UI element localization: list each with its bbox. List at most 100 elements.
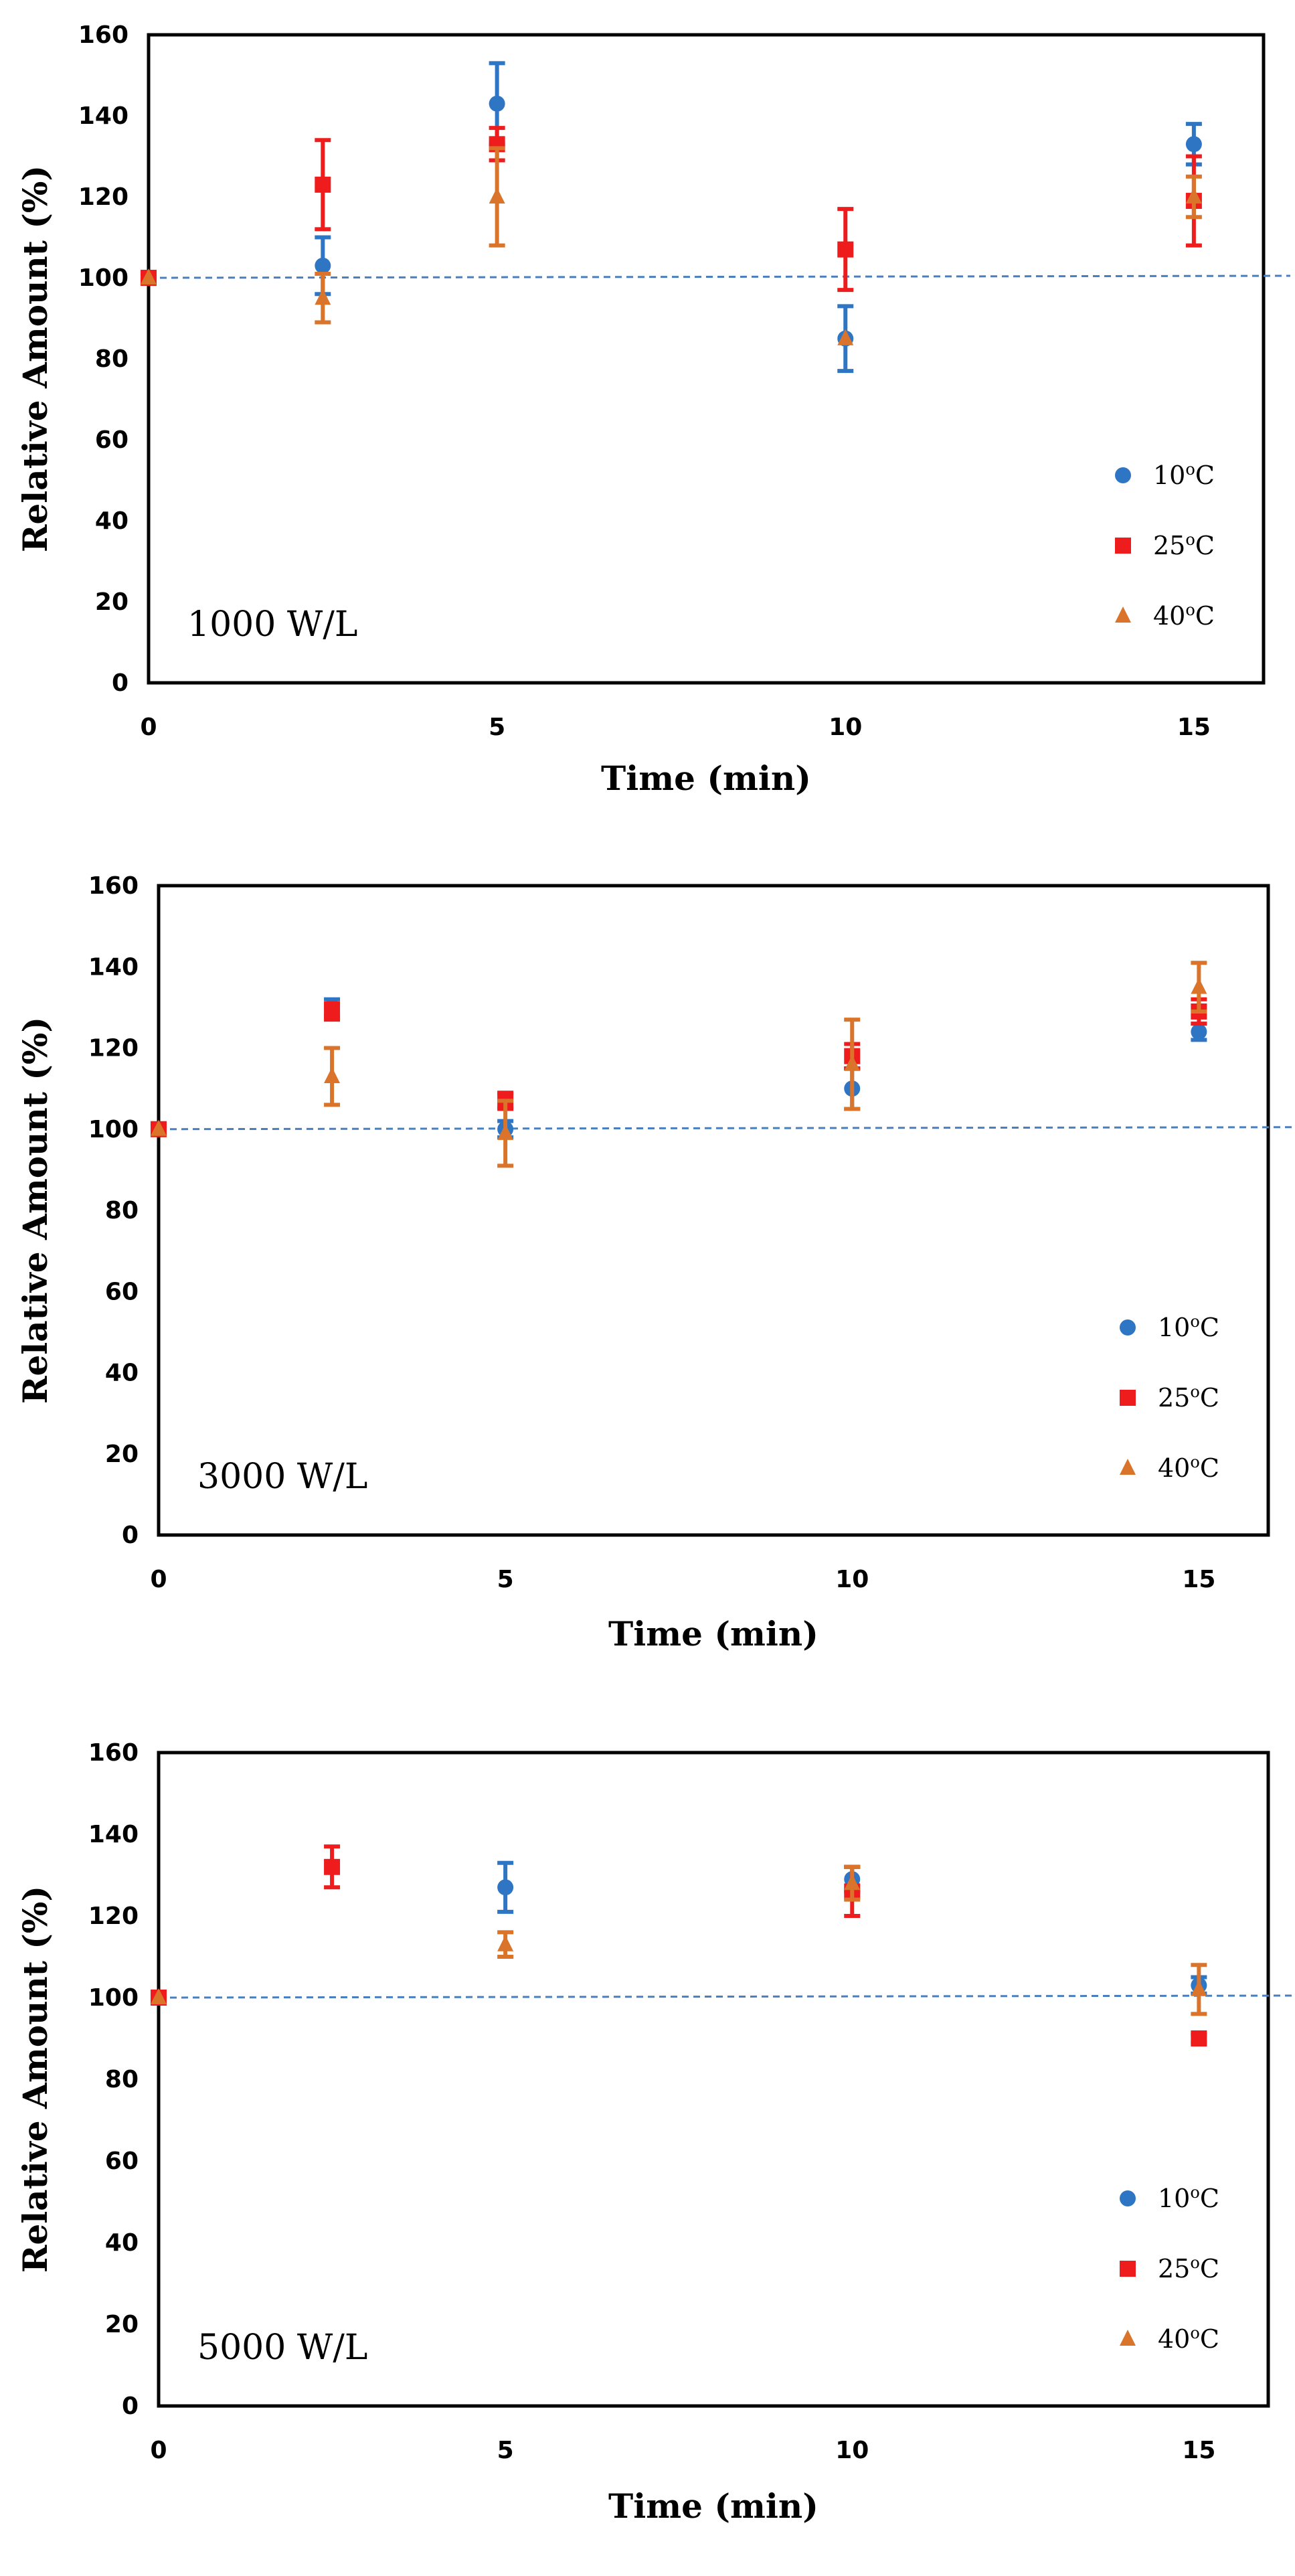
legend-marker <box>1115 538 1131 554</box>
y-tick-label: 40 <box>95 507 128 535</box>
data-point <box>141 268 157 285</box>
legend-marker <box>1120 1390 1136 1406</box>
data-point <box>151 1119 167 1136</box>
data-point <box>151 1988 167 2004</box>
legend-label: 25oC <box>1158 2253 1219 2283</box>
y-tick-label: 0 <box>122 2393 139 2420</box>
data-point <box>837 329 854 345</box>
data-point <box>1191 2030 1207 2046</box>
legend-marker <box>1115 467 1131 483</box>
reference-line <box>158 1126 1295 1131</box>
y-tick-label: 80 <box>95 345 128 373</box>
x-tick-label: 0 <box>140 714 157 741</box>
chart-panel-3: 0 20 40 60 80 100 120 140 160 0 5 10 15 Time (min) Rel… <box>0 1718 1295 2576</box>
y-tick-label: 20 <box>105 2311 139 2338</box>
y-tick-label: 80 <box>105 2066 139 2093</box>
x-tick-label: 5 <box>489 714 505 741</box>
y-tick-label: 20 <box>105 1441 139 1468</box>
y-tick-label: 0 <box>122 1522 139 1549</box>
x-axis-label: Time (min) <box>608 1614 818 1654</box>
y-tick-label: 100 <box>88 1116 139 1143</box>
x-tick-label: 15 <box>1182 1566 1215 1593</box>
data-point <box>844 1054 861 1071</box>
x-tick-label: 0 <box>150 2437 167 2464</box>
y-tick-label: 60 <box>105 2148 139 2175</box>
y-tick-label: 100 <box>78 264 128 292</box>
plot-frame <box>157 884 1270 1537</box>
legend-label: 25oC <box>1158 1382 1219 1413</box>
data-point <box>324 1858 341 1875</box>
plot-frame <box>147 33 1266 685</box>
y-tick-label: 100 <box>88 1984 139 2012</box>
legend-label: 10oC <box>1153 460 1215 490</box>
data-point <box>315 176 331 193</box>
chart-panel-2: 0 20 40 60 80 100 120 140 160 0 5 10 15 Time (min) Rel… <box>0 859 1295 1718</box>
x-tick-label: 15 <box>1182 2437 1215 2464</box>
x-tick-label: 5 <box>497 2437 514 2464</box>
chart-svg: 0 20 40 60 80 100 120 140 160 0 5 10 15 Time (min) Rel… <box>15 872 1295 1654</box>
data-point <box>497 1879 514 1896</box>
y-tick-label: 80 <box>105 1197 139 1224</box>
x-tick-label: 10 <box>829 714 862 741</box>
series-triangle <box>151 961 1207 1168</box>
legend-marker <box>1120 2330 1136 2346</box>
y-tick-label: 120 <box>88 1035 139 1062</box>
x-tick-label: 15 <box>1177 714 1211 741</box>
y-tick-label: 60 <box>105 1278 139 1305</box>
panel-annotation: 5000 W/L <box>197 2328 367 2368</box>
legend-marker <box>1120 1319 1136 1336</box>
y-axis-label: Relative Amount (%) <box>15 1886 55 2273</box>
legend-label: 40oC <box>1158 2324 1219 2354</box>
data-point <box>315 257 331 274</box>
data-point <box>315 289 331 305</box>
y-tick-label: 160 <box>88 872 139 900</box>
y-tick-label: 40 <box>105 1360 139 1387</box>
data-point <box>844 1874 861 1890</box>
chart-svg: 0 20 40 60 80 100 120 140 160 0 5 10 15 Time (min) Rel… <box>15 21 1291 798</box>
data-point <box>1191 1980 1207 1996</box>
y-tick-label: 160 <box>88 1739 139 1767</box>
data-point <box>497 1935 514 1951</box>
data-point <box>837 241 854 258</box>
legend-label: 25oC <box>1153 530 1215 560</box>
y-tick-label: 140 <box>88 1821 139 1848</box>
y-axis-label: Relative Amount (%) <box>15 1017 55 1404</box>
data-point <box>489 187 505 204</box>
legend-marker <box>1120 2190 1136 2206</box>
x-tick-label: 10 <box>835 2437 869 2464</box>
data-point <box>1185 187 1202 204</box>
y-tick-label: 120 <box>78 183 128 211</box>
chart-svg: 0 20 40 60 80 100 120 140 160 0 5 10 15 Time (min) Rel… <box>15 1739 1295 2526</box>
y-tick-label: 40 <box>105 2229 139 2257</box>
data-point <box>497 1123 514 1140</box>
legend-label: 40oC <box>1158 1453 1219 1483</box>
data-point <box>1191 977 1207 994</box>
y-tick-label: 140 <box>78 102 128 130</box>
y-tick-label: 0 <box>112 669 128 697</box>
legend-marker <box>1120 2261 1136 2277</box>
y-tick-label: 20 <box>95 588 128 616</box>
reference-line <box>148 274 1291 279</box>
panel-annotation: 3000 W/L <box>197 1457 367 1497</box>
legend-label: 10oC <box>1158 1312 1219 1342</box>
data-point <box>324 1066 341 1083</box>
y-tick-label: 140 <box>88 953 139 981</box>
x-tick-label: 5 <box>497 1566 514 1593</box>
series-triangle <box>141 146 1202 345</box>
y-tick-label: 160 <box>78 21 128 49</box>
series-circle <box>141 61 1202 374</box>
data-point <box>489 95 505 112</box>
panel-annotation: 1000 W/L <box>187 605 357 645</box>
x-axis-label: Time (min) <box>601 758 811 798</box>
data-point <box>1191 1024 1207 1040</box>
series-triangle <box>151 1864 1207 2016</box>
y-tick-label: 60 <box>95 426 128 454</box>
x-tick-label: 0 <box>150 1566 167 1593</box>
chart-panel-1: 0 20 40 60 80 100 120 140 160 0 5 10 15 Time (min) Rel… <box>0 0 1295 859</box>
legend-label: 10oC <box>1158 2183 1219 2213</box>
plot-frame <box>157 1751 1270 2408</box>
legend-label: 40oC <box>1153 600 1215 631</box>
data-point <box>1185 136 1202 153</box>
x-axis-label: Time (min) <box>608 2486 818 2526</box>
reference-line <box>158 1994 1295 1999</box>
